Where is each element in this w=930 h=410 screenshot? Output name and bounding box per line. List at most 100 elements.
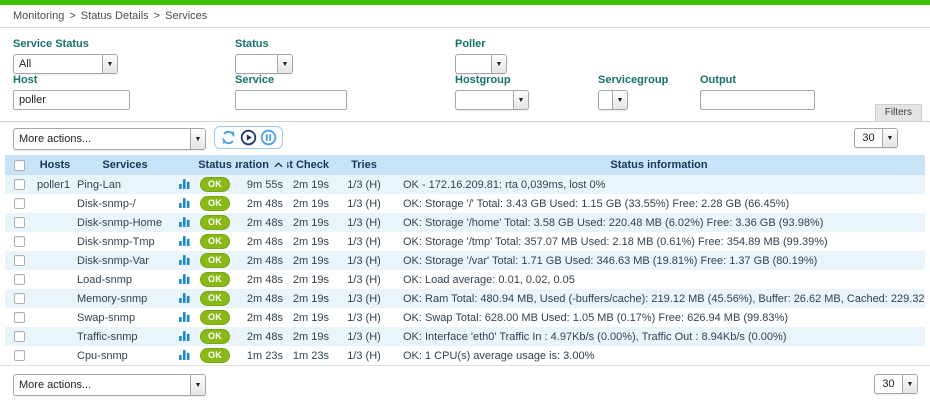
host-cell[interactable]: poller1	[37, 178, 71, 191]
host-input[interactable]	[13, 90, 130, 110]
poller-value	[456, 55, 491, 73]
tries-cell: 1/3 (H)	[347, 197, 381, 210]
host-cell[interactable]	[33, 308, 77, 327]
graph-icon[interactable]	[178, 253, 191, 269]
host-cell[interactable]	[33, 289, 77, 308]
graph-icon[interactable]	[178, 234, 191, 250]
status-badge: OK	[199, 215, 231, 230]
service-cell[interactable]: Load-snmp	[77, 273, 133, 286]
graph-icon[interactable]	[178, 196, 191, 212]
chevron-down-icon: ▼	[102, 55, 117, 73]
column-header-services[interactable]: Services	[102, 159, 148, 171]
last-check-cell: 2m 19s	[292, 330, 329, 343]
status-badge: OK	[199, 348, 231, 363]
more-actions-value: More actions...	[19, 133, 92, 145]
top-accent-bar	[0, 0, 930, 5]
hostgroup-value	[456, 91, 513, 109]
service-cell[interactable]: Ping-Lan	[77, 178, 122, 191]
column-header-status-information[interactable]: Status information	[610, 159, 708, 171]
breadcrumb-item-monitoring[interactable]: Monitoring	[13, 10, 65, 22]
column-header-tries[interactable]: Tries	[351, 159, 377, 171]
column-header-last-check[interactable]: Last Check	[287, 159, 329, 171]
row-checkbox[interactable]	[13, 255, 25, 266]
column-header-duration[interactable]: Duration	[235, 155, 287, 175]
service-cell[interactable]: Disk-snmp-Tmp	[77, 235, 155, 248]
row-checkbox[interactable]	[13, 217, 25, 228]
graph-icon[interactable]	[178, 348, 191, 364]
service-cell[interactable]: Disk-snmp-/	[77, 197, 136, 210]
select-all-checkbox[interactable]	[13, 159, 25, 171]
table-row: Disk-snmp-/ OK 2m 48s 2m 19s 1/3 (H) OK:…	[5, 194, 925, 213]
host-cell[interactable]	[33, 194, 77, 213]
status-badge: OK	[199, 329, 231, 344]
service-cell[interactable]: Cpu-snmp	[77, 349, 128, 362]
host-cell[interactable]	[33, 232, 77, 251]
pause-icon[interactable]	[260, 129, 277, 146]
servicegroup-value	[599, 91, 612, 109]
duration-cell: 2m 48s	[246, 292, 283, 305]
row-checkbox[interactable]	[13, 274, 25, 285]
status-badge: OK	[199, 272, 231, 287]
column-header-graph	[173, 155, 195, 175]
filters-tab[interactable]: Filters	[874, 104, 922, 121]
breadcrumb-item-status-details[interactable]: Status Details	[80, 10, 149, 22]
service-cell[interactable]: Swap-snmp	[77, 311, 136, 324]
page-size-value: 30	[882, 378, 895, 390]
servicegroup-select[interactable]: ▼	[598, 90, 628, 110]
host-cell[interactable]	[33, 251, 77, 270]
poller-select[interactable]: ▼	[455, 54, 507, 74]
more-actions-select-bottom[interactable]: More actions... ▼	[13, 374, 206, 396]
status-information-cell: OK: Storage '/var' Total: 1.71 GB Used: …	[403, 254, 818, 267]
service-cell[interactable]: Disk-snmp-Var	[77, 254, 149, 267]
row-checkbox[interactable]	[13, 236, 25, 247]
more-actions-select-top[interactable]: More actions... ▼	[13, 128, 206, 150]
host-cell[interactable]	[33, 346, 77, 365]
hostgroup-select[interactable]: ▼	[455, 90, 529, 110]
service-cell[interactable]: Traffic-snmp	[77, 330, 138, 343]
graph-icon[interactable]	[178, 310, 191, 326]
host-cell[interactable]	[33, 213, 77, 232]
graph-icon[interactable]	[178, 215, 191, 231]
service-status-select[interactable]: All ▼	[13, 54, 118, 74]
row-checkbox[interactable]	[13, 350, 25, 361]
status-select[interactable]: ▼	[235, 54, 293, 74]
output-input[interactable]	[700, 90, 815, 110]
service-status-value: All	[19, 58, 32, 70]
page-size-select-bottom[interactable]: 30 ▼	[874, 374, 918, 394]
last-check-cell: 2m 19s	[292, 254, 329, 267]
graph-icon[interactable]	[178, 272, 191, 288]
row-checkbox[interactable]	[13, 331, 25, 342]
column-header-status[interactable]: Status	[198, 159, 232, 171]
row-checkbox[interactable]	[13, 179, 25, 190]
status-badge: OK	[199, 177, 231, 192]
duration-cell: 2m 48s	[246, 330, 283, 343]
refresh-icon[interactable]	[220, 129, 237, 146]
service-label: Service	[235, 74, 275, 86]
row-checkbox[interactable]	[13, 198, 25, 209]
row-checkbox[interactable]	[13, 293, 25, 304]
table-row: Load-snmp OK 2m 48s 2m 19s 1/3 (H) OK: L…	[5, 270, 925, 289]
toolbar-top: More actions... ▼	[0, 122, 930, 155]
graph-icon[interactable]	[178, 291, 191, 307]
page-size-select-top[interactable]: 30 ▼	[854, 128, 898, 148]
breadcrumb-separator: >	[69, 10, 76, 22]
host-cell[interactable]	[33, 327, 77, 346]
service-cell[interactable]: Disk-snmp-Home	[77, 216, 162, 229]
status-information-cell: OK: Load average: 0.01, 0.02, 0.05	[403, 273, 575, 286]
breadcrumb-item-services[interactable]: Services	[165, 10, 208, 22]
status-badge: OK	[199, 234, 231, 249]
sort-asc-icon	[274, 162, 283, 168]
filter-panel: Service Status All ▼ Status ▼ Poller ▼ H…	[0, 28, 930, 122]
column-header-hosts[interactable]: Hosts	[39, 159, 71, 171]
service-input[interactable]	[235, 90, 347, 110]
chevron-down-icon: ▼	[612, 91, 627, 109]
graph-icon[interactable]	[178, 329, 191, 345]
tries-cell: 1/3 (H)	[347, 349, 381, 362]
service-cell[interactable]: Memory-snmp	[77, 292, 148, 305]
graph-icon[interactable]	[178, 177, 191, 193]
status-information-cell: OK: Swap Total: 628.00 MB Used: 1.05 MB …	[403, 311, 788, 324]
host-cell[interactable]	[33, 270, 77, 289]
duration-cell: 2m 48s	[246, 197, 283, 210]
row-checkbox[interactable]	[13, 312, 25, 323]
play-icon[interactable]	[240, 129, 257, 146]
